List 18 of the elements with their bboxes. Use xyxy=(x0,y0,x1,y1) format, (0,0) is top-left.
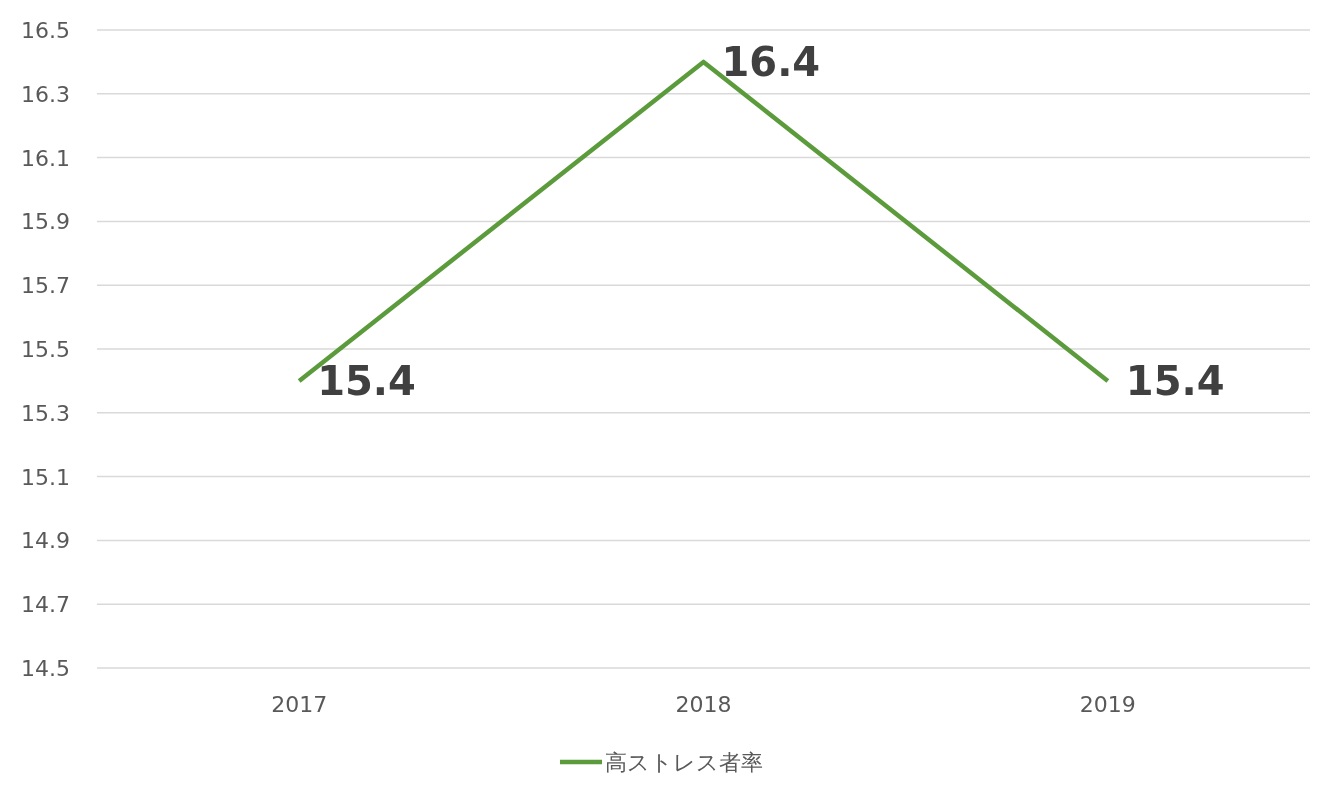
x-tick-label: 2017 xyxy=(271,692,328,717)
y-tick-label: 14.9 xyxy=(21,528,70,554)
legend-label: 高ストレス者率 xyxy=(605,750,763,775)
y-tick-label: 15.5 xyxy=(21,337,70,362)
y-tick-label: 14.5 xyxy=(21,656,70,681)
data-label: 16.4 xyxy=(721,38,821,85)
data-label: 15.4 xyxy=(1125,357,1225,404)
y-tick-label: 15.3 xyxy=(21,400,70,426)
y-tick-label: 16.3 xyxy=(21,81,70,107)
x-tick-label: 2019 xyxy=(1079,692,1136,717)
y-tick-label: 14.7 xyxy=(21,592,70,618)
y-tick-label: 15.9 xyxy=(21,209,70,235)
y-tick-label: 15.7 xyxy=(21,273,70,299)
y-tick-label: 15.1 xyxy=(21,464,70,490)
x-tick-label: 2018 xyxy=(675,692,732,717)
y-tick-label: 16.5 xyxy=(21,18,70,43)
y-tick-label: 16.1 xyxy=(21,145,70,171)
data-label: 15.4 xyxy=(317,357,416,404)
